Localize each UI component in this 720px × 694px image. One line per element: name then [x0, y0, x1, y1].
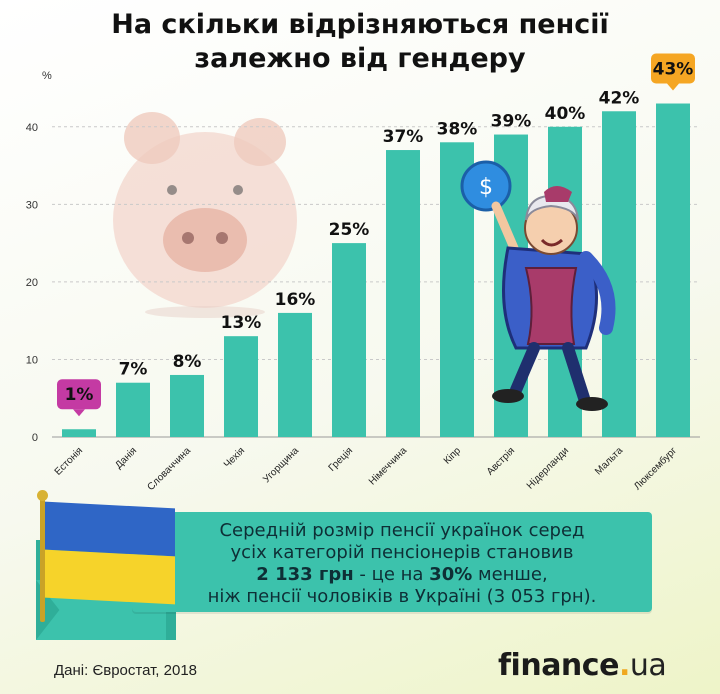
bar	[386, 150, 420, 438]
bar	[224, 336, 258, 437]
granny-holding-coin-illustration: $	[460, 160, 616, 411]
data-label: 40%	[545, 104, 586, 124]
bar	[602, 111, 636, 438]
data-label: 37%	[383, 127, 424, 147]
data-label: 13%	[221, 313, 262, 333]
chart-title: На скільки відрізняються пенсії залежно …	[0, 8, 720, 76]
callout-percent: 30%	[429, 564, 473, 585]
logo-dot: .	[618, 648, 630, 683]
data-label: 42%	[599, 88, 640, 108]
callout-line-2: усіх категорій пенсіонерів становив	[230, 542, 574, 563]
flag-pole-tip	[37, 490, 48, 501]
piggy-bank-illustration	[113, 112, 297, 318]
svg-text:$: $	[479, 175, 493, 200]
y-tick-label: 10	[26, 354, 38, 366]
callout-text: Середній розмір пенсії українок серед ус…	[172, 520, 632, 608]
callout-line-4: ніж пенсії чоловіків в Україні (3 053 гр…	[207, 586, 597, 607]
highlight-badge	[651, 53, 695, 84]
callout-line-3: 2 133 грн - це на 30% менше,	[172, 564, 632, 586]
highlight-badge	[57, 379, 101, 410]
x-tick-label: Данія	[113, 445, 139, 471]
ukraine-flag-blue-stripe	[45, 501, 175, 557]
data-label: 43%	[653, 60, 694, 80]
y-axis-unit-label: %	[42, 70, 52, 82]
badge-pointer	[73, 409, 85, 417]
data-label: 25%	[329, 220, 370, 240]
x-tick-label: Мальта	[593, 445, 625, 477]
data-label: 39%	[491, 112, 532, 132]
x-tick-label: Кіпр	[442, 445, 464, 467]
y-tick-label: 20	[26, 277, 38, 289]
bar	[278, 312, 312, 437]
callout-box	[132, 512, 652, 612]
x-tick-label: Словаччина	[145, 445, 193, 493]
x-tick-label: Австрія	[485, 445, 517, 477]
bar	[332, 243, 366, 437]
x-tick-label: Чехія	[222, 445, 247, 470]
ukraine-flag-yellow-stripe	[45, 549, 175, 605]
y-tick-label: 40	[26, 122, 38, 134]
bar	[116, 382, 150, 437]
callout-line-1: Середній розмір пенсії українок серед	[219, 520, 585, 541]
logo-main: finance	[498, 648, 619, 683]
y-tick-label: 30	[26, 199, 38, 211]
x-tick-label: Німеччина	[367, 445, 409, 487]
title-line-2: залежно від гендеру	[194, 43, 526, 74]
bar	[62, 429, 96, 437]
x-tick-label: Люксембург	[631, 444, 679, 492]
finance-ua-logo[interactable]: finance.ua	[498, 648, 667, 683]
callout-mid: - це на	[353, 564, 430, 585]
x-tick-label: Угорщина	[261, 445, 301, 485]
bar	[656, 103, 690, 437]
x-tick-label: Греція	[327, 445, 356, 474]
callout-amount: 2 133 грн	[256, 564, 354, 585]
data-label: 16%	[275, 290, 316, 310]
logo-tld: ua	[629, 648, 667, 683]
data-label: 7%	[119, 360, 148, 380]
y-tick-label: 0	[32, 432, 38, 444]
source-note: Дані: Євростат, 2018	[54, 662, 198, 679]
flag-pole	[40, 496, 45, 622]
data-label: 38%	[437, 119, 478, 139]
x-tick-label: Естонія	[53, 445, 85, 477]
badge-pointer	[667, 83, 679, 91]
x-tick-label: Нідерланди	[525, 445, 571, 491]
bar	[170, 374, 204, 437]
data-label: 8%	[173, 352, 202, 372]
title-line-1: На скільки відрізняються пенсії	[111, 9, 609, 40]
data-label: 1%	[65, 385, 94, 405]
callout-tail: менше,	[472, 564, 548, 585]
